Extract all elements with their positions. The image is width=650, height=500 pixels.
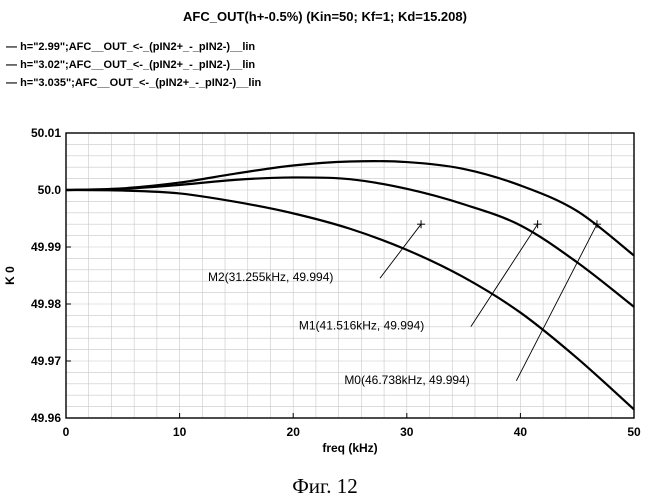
- y-tick-label: 49.98: [31, 297, 61, 311]
- y-tick-label: 50.01: [31, 126, 61, 140]
- x-tick-label: 0: [63, 425, 70, 439]
- marker-leader-line: [471, 224, 538, 326]
- y-tick-label: 49.96: [31, 411, 61, 425]
- figure-caption: Фиг. 12: [0, 474, 650, 499]
- y-tick-label: 49.97: [31, 354, 61, 368]
- x-tick-label: 10: [173, 425, 187, 439]
- y-tick-label: 50.0: [38, 183, 62, 197]
- x-axis-label: freq (kHz): [322, 441, 377, 455]
- marker-leader-line: [380, 224, 421, 278]
- x-tick-label: 50: [627, 425, 641, 439]
- y-axis-label: K 0: [3, 266, 17, 285]
- marker-label: M0(46.738kHz, 49.994): [344, 373, 469, 387]
- x-tick-label: 40: [514, 425, 528, 439]
- marker-label: M1(41.516kHz, 49.994): [299, 319, 424, 333]
- x-tick-label: 20: [287, 425, 301, 439]
- x-tick-label: 30: [400, 425, 414, 439]
- y-tick-label: 49.99: [31, 240, 61, 254]
- marker-label: M2(31.255kHz, 49.994): [208, 270, 333, 284]
